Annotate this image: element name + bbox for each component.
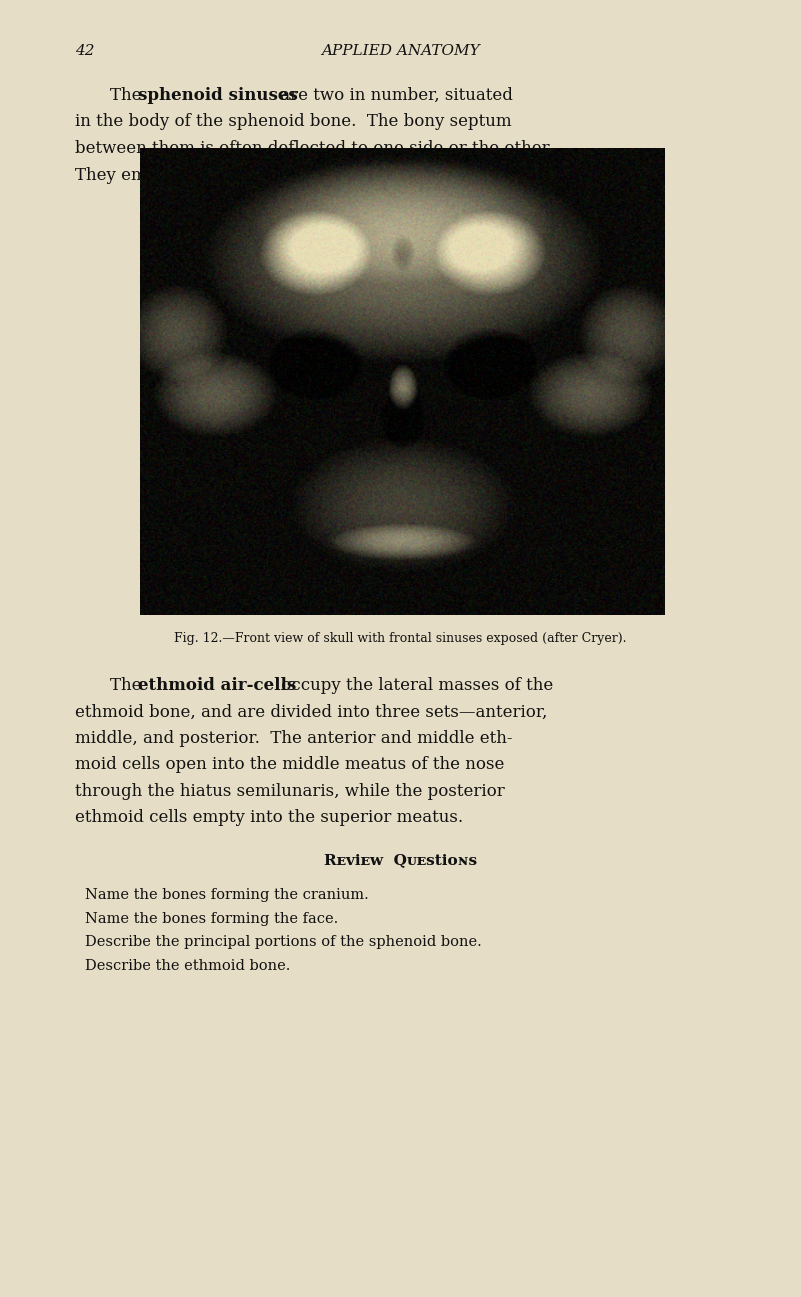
Text: Describe the principal portions of the sphenoid bone.: Describe the principal portions of the s… [85, 935, 481, 949]
Text: middle, and posterior.  The anterior and middle eth-: middle, and posterior. The anterior and … [75, 730, 513, 747]
Text: They empty into the highest meatus of the nose.: They empty into the highest meatus of th… [75, 166, 481, 183]
Text: The: The [110, 87, 147, 104]
Text: Describe the ethmoid bone.: Describe the ethmoid bone. [85, 958, 291, 973]
Text: occupy the lateral masses of the: occupy the lateral masses of the [276, 677, 553, 694]
Text: APPLIED ANATOMY: APPLIED ANATOMY [321, 44, 480, 58]
Text: Name the bones forming the cranium.: Name the bones forming the cranium. [85, 888, 368, 903]
Text: moid cells open into the middle meatus of the nose: moid cells open into the middle meatus o… [75, 756, 505, 773]
Text: The: The [110, 677, 147, 694]
Text: Name the bones forming the face.: Name the bones forming the face. [85, 912, 338, 926]
Text: ethmoid cells empty into the superior meatus.: ethmoid cells empty into the superior me… [75, 809, 463, 826]
Text: are two in number, situated: are two in number, situated [275, 87, 513, 104]
Text: through the hiatus semilunaris, while the posterior: through the hiatus semilunaris, while th… [75, 783, 505, 800]
Text: 42: 42 [75, 44, 95, 58]
Text: Fig. 12.—Front view of skull with frontal sinuses exposed (after Cryer).: Fig. 12.—Front view of skull with fronta… [175, 632, 626, 645]
Text: Rᴇviᴇw  Qᴜᴇstiᴏɴs: Rᴇviᴇw Qᴜᴇstiᴏɴs [324, 853, 477, 868]
Text: sphenoid sinuses: sphenoid sinuses [138, 87, 298, 104]
Text: ethmoid bone, and are divided into three sets—anterior,: ethmoid bone, and are divided into three… [75, 703, 547, 721]
Text: in the body of the sphenoid bone.  The bony septum: in the body of the sphenoid bone. The bo… [75, 114, 512, 131]
Text: between them is often deflected to one side or the other.: between them is often deflected to one s… [75, 140, 553, 157]
Bar [140, 148, 665, 615]
Text: ethmoid air-cells: ethmoid air-cells [138, 677, 296, 694]
